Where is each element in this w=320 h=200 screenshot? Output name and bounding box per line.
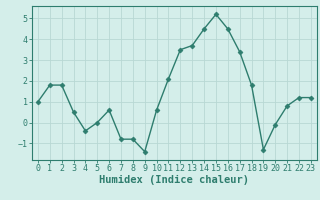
X-axis label: Humidex (Indice chaleur): Humidex (Indice chaleur) — [100, 175, 249, 185]
